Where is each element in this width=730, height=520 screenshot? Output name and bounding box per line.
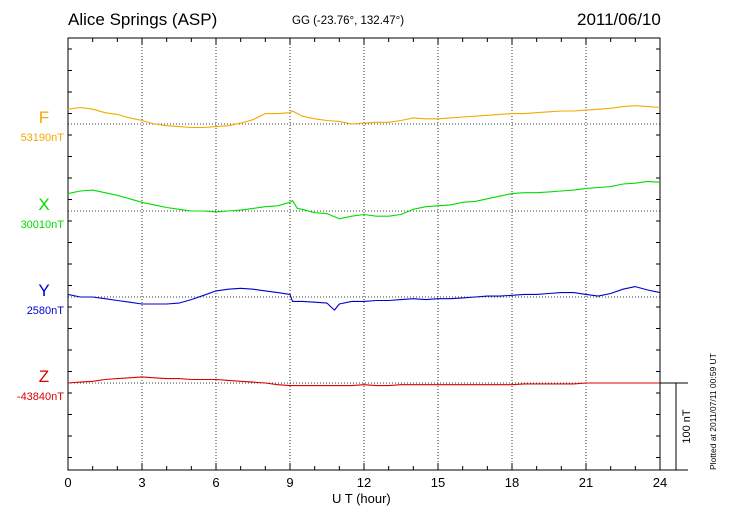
baseline-value-f: 53190nT <box>21 132 65 144</box>
x-tick-label: 3 <box>138 475 145 490</box>
series-line-z <box>67 376 660 387</box>
x-tick-label: 12 <box>357 475 371 490</box>
scale-bar-label: 100 nT <box>681 409 693 444</box>
component-label-f: F <box>39 108 49 127</box>
geographic-coordinates: GG (-23.76°, 132.47°) <box>292 15 405 27</box>
series-line-y <box>67 286 661 311</box>
x-tick-label: 0 <box>64 475 71 490</box>
x-tick-label: 15 <box>431 475 445 490</box>
plotted-timestamp: Plotted at 2011/07/11 00:59 UT <box>708 353 718 470</box>
x-tick-label: 18 <box>505 475 519 490</box>
x-tick-label: 24 <box>653 475 667 490</box>
station-title: Alice Springs (ASP) <box>68 10 218 29</box>
x-tick-label: 21 <box>579 475 593 490</box>
component-label-y: Y <box>38 281 49 300</box>
x-tick-label: 6 <box>212 475 219 490</box>
component-label-z: Z <box>39 367 49 386</box>
baseline-value-z: -43840nT <box>17 391 64 403</box>
x-tick-label: 9 <box>286 475 293 490</box>
baseline-value-y: 2580nT <box>27 305 65 317</box>
chart-date: 2011/06/10 <box>577 10 661 29</box>
component-label-x: X <box>38 195 49 214</box>
baseline-value-x: 30010nT <box>21 219 65 231</box>
series-line-x <box>67 180 661 220</box>
series-line-f <box>67 105 661 129</box>
x-axis-label: U T (hour) <box>332 491 391 506</box>
